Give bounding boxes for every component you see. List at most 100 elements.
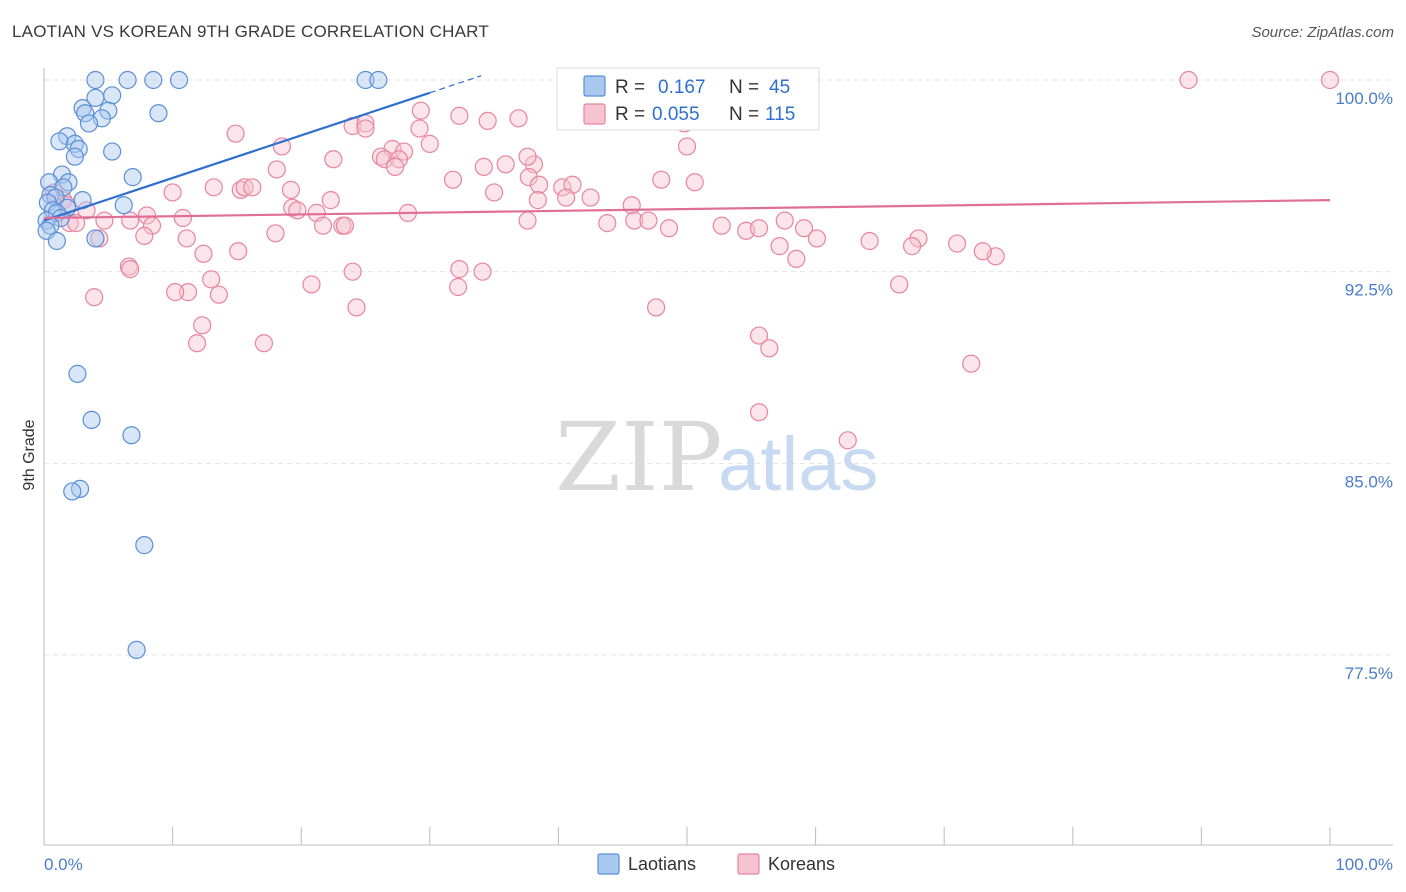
korean-point-46 — [321, 191, 340, 210]
korean-point-86 — [229, 242, 248, 261]
korean-point-7 — [509, 109, 528, 128]
korean-point-93 — [450, 260, 469, 279]
watermark-zip: ZIP — [555, 403, 722, 513]
korean-point-33 — [530, 175, 549, 194]
korean-point-17 — [677, 137, 697, 156]
bottom-legend-laotians: Laotians — [628, 854, 696, 874]
korean-point-12 — [226, 124, 245, 143]
laotian-point-19 — [65, 147, 84, 166]
y-tick-label-3: 77.5% — [1345, 664, 1393, 683]
korean-point-26 — [518, 147, 537, 166]
korean-point-85 — [902, 237, 922, 256]
legend-r-value-laotians: 0.167 — [658, 77, 706, 98]
korean-point-105 — [647, 298, 666, 317]
x-tick-label-0: 0.0% — [44, 855, 83, 874]
bottom-legend: Laotians Koreans — [597, 853, 835, 875]
korean-point-66 — [518, 211, 537, 230]
korean-point-58 — [95, 211, 114, 230]
korean-point-65 — [335, 216, 355, 235]
laotian-point-8 — [73, 99, 92, 118]
korean-point-80 — [807, 229, 826, 248]
korean-point-31 — [652, 170, 671, 189]
laotian-point-12 — [149, 104, 168, 123]
korean-point-2 — [1179, 70, 1198, 90]
y-axis-label: 9th Grade — [21, 419, 38, 490]
legend-r-label-koreans: R = — [615, 104, 645, 125]
korean-point-32 — [685, 173, 704, 192]
korean-point-88 — [787, 249, 806, 268]
korean-point-68 — [625, 211, 644, 230]
korean-point-83 — [947, 234, 967, 253]
korean-point-103 — [85, 288, 104, 307]
korean-point-106 — [193, 316, 212, 335]
korean-point-70 — [659, 219, 679, 238]
laotian-point-18 — [103, 142, 122, 161]
korean-point-74 — [775, 211, 794, 230]
laotian-point-3 — [169, 70, 189, 90]
legend-swatch-laotians — [583, 75, 606, 97]
korean-point-94 — [473, 262, 492, 281]
bottom-legend-swatch-laotians — [597, 853, 620, 875]
y-tick-label-1: 92.5% — [1345, 281, 1393, 300]
korean-point-3 — [1320, 70, 1340, 90]
korean-point-27 — [385, 157, 405, 176]
korean-point-73 — [749, 219, 769, 238]
laotians-points — [37, 70, 388, 659]
korean-point-111 — [962, 354, 981, 373]
laotian-point-41 — [122, 426, 141, 445]
korean-point-108 — [187, 334, 207, 353]
korean-point-95 — [343, 262, 362, 281]
legend-n-label-koreans: N = — [729, 104, 759, 125]
laotian-point-44 — [135, 536, 154, 555]
korean-point-47 — [622, 196, 641, 215]
korean-point-41 — [163, 183, 182, 202]
laotian-point-2 — [144, 70, 163, 90]
korean-point-107 — [749, 326, 769, 345]
korean-point-59 — [121, 211, 140, 230]
korean-point-20 — [324, 150, 343, 169]
korean-point-67 — [598, 214, 617, 233]
laotian-point-13 — [79, 114, 99, 133]
korean-point-43 — [557, 188, 576, 207]
source-label: Source: ZipAtlas.com — [1251, 24, 1394, 41]
watermark-atlas: atlas — [718, 422, 879, 507]
laotian-point-5 — [369, 70, 388, 90]
korean-point-87 — [194, 244, 213, 263]
chart-title: LAOTIAN VS KOREAN 9TH GRADE CORRELATION … — [12, 22, 489, 41]
korean-point-53 — [288, 201, 307, 220]
korean-point-109 — [254, 334, 274, 353]
x-tick-label-1: 100.0% — [1335, 855, 1393, 874]
legend-swatch-koreans — [583, 103, 606, 125]
korean-point-96 — [202, 270, 221, 289]
korean-point-25 — [496, 155, 515, 174]
trend-lines — [43, 75, 1331, 222]
korean-point-38 — [235, 178, 254, 197]
korean-point-24 — [474, 157, 493, 176]
korean-point-45 — [528, 191, 547, 210]
korean-point-42 — [485, 183, 504, 202]
laotian-point-38 — [47, 231, 66, 251]
legend-n-value-koreans: 115 — [765, 104, 795, 125]
korean-point-4 — [411, 101, 430, 120]
laotian-point-45 — [127, 640, 146, 659]
korean-point-21 — [375, 150, 394, 169]
laotian-point-39 — [68, 364, 87, 383]
laotian-point-29 — [114, 196, 133, 215]
laotian-point-21 — [123, 168, 142, 187]
korean-point-63 — [313, 216, 333, 235]
legend-n-label-laotians: N = — [729, 77, 759, 98]
korean-point-100 — [178, 283, 198, 302]
korean-point-110 — [760, 339, 779, 358]
legend-r-value-koreans: 0.055 — [652, 104, 700, 125]
bottom-legend-swatch-koreans — [737, 853, 760, 875]
laotian-point-40 — [82, 410, 101, 429]
korean-trend-line — [43, 199, 1331, 220]
korean-point-99 — [890, 275, 909, 294]
korean-point-52 — [283, 198, 302, 217]
korean-point-44 — [581, 188, 600, 207]
axes — [43, 68, 1393, 846]
korean-point-39 — [243, 178, 262, 197]
laotian-point-23 — [59, 173, 78, 192]
tick-labels: 100.0% 92.5% 85.0% 77.5% 0.0% 100.0% — [44, 89, 1393, 874]
